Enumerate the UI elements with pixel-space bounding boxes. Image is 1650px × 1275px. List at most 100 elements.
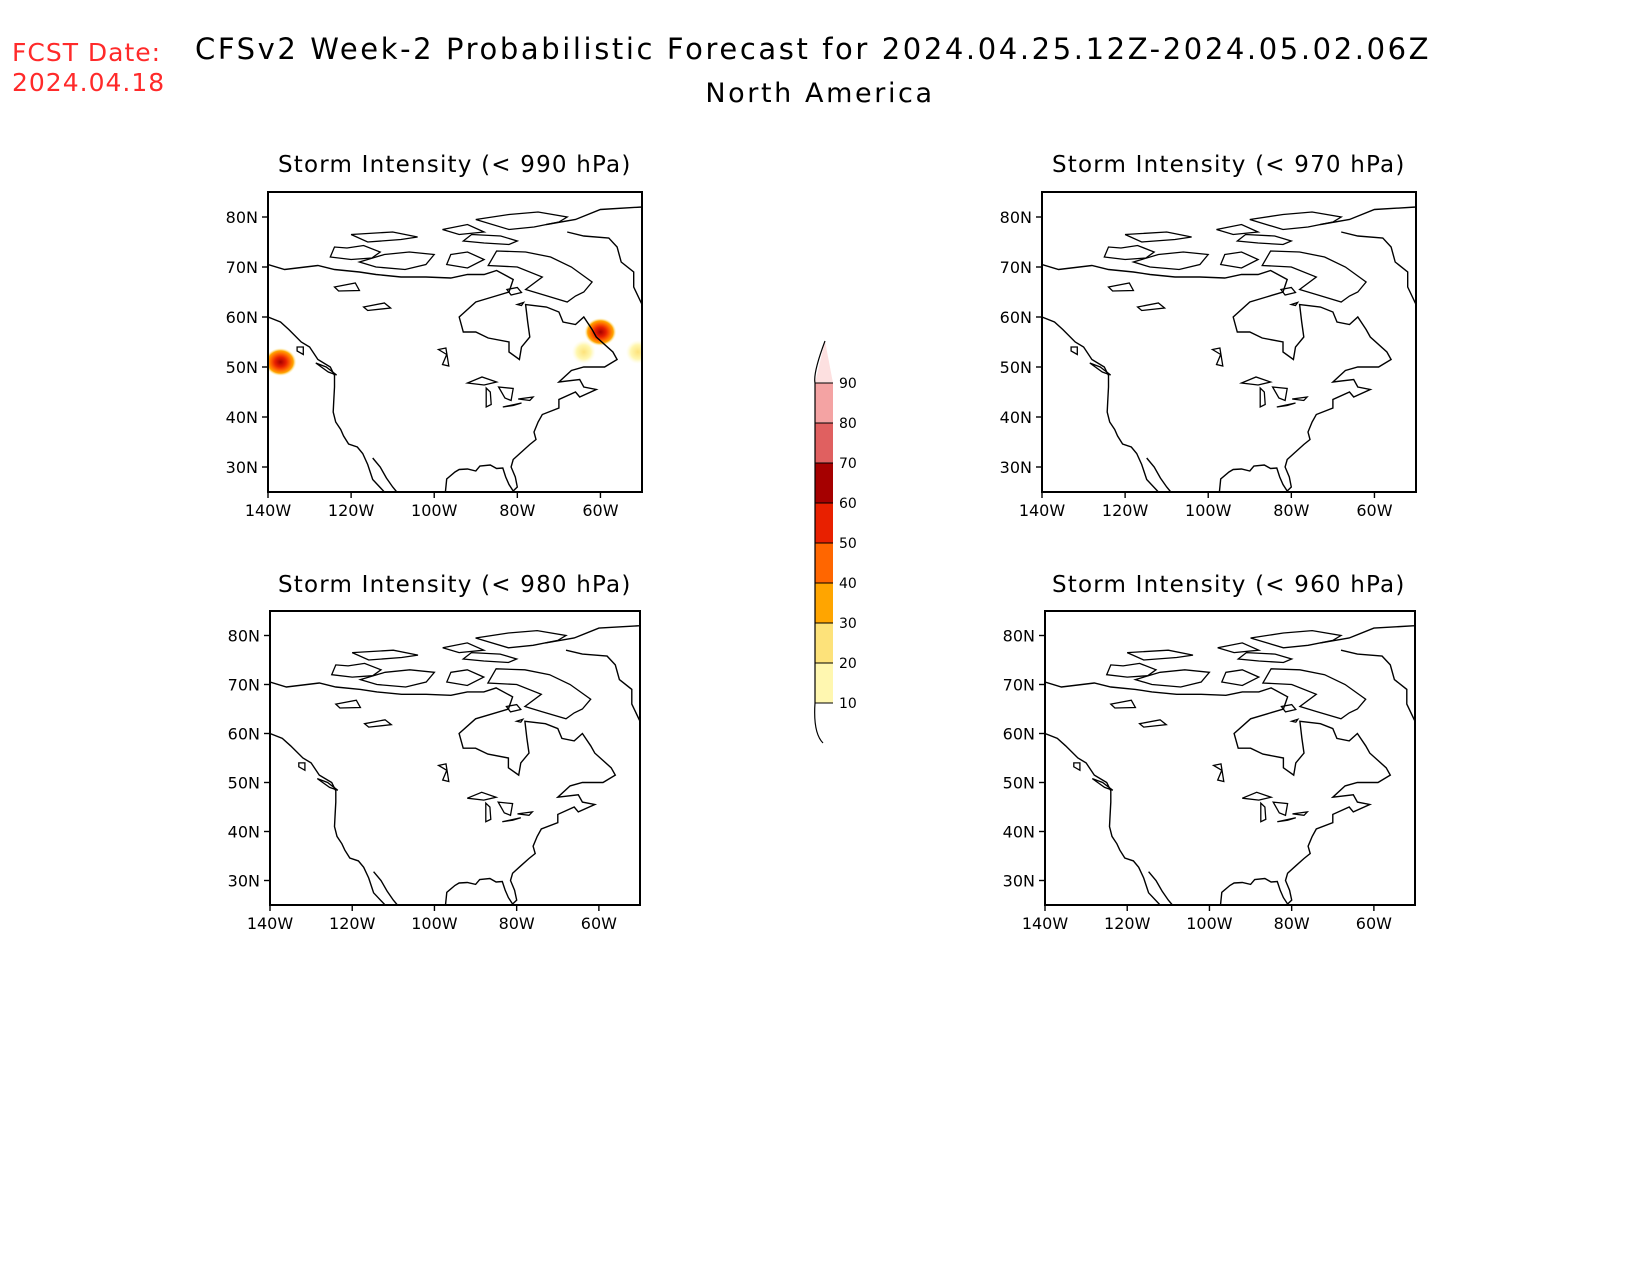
coastline (517, 811, 535, 816)
lat-tick-label: 50N (226, 358, 258, 377)
colorbar-label: 60 (839, 496, 857, 512)
lon-tick-label: 120W (1102, 501, 1149, 520)
coastline (1288, 301, 1300, 307)
lon-tick-label: 140W (247, 914, 294, 933)
coastline (1242, 791, 1274, 801)
coastline (502, 402, 522, 408)
coastline (334, 699, 362, 709)
coastline (1124, 231, 1192, 243)
coastline (487, 250, 594, 303)
lat-tick-label: 50N (1003, 774, 1035, 793)
lat-tick-label: 60N (1000, 308, 1032, 327)
coastline (1045, 681, 1392, 905)
panel-title-980: Storm Intensity (< 980 hPa) (278, 572, 632, 598)
map-panel-3: 80N 70N 60N 50N 40N 30N 140W 120W 100W 80W 60W (1003, 610, 1416, 933)
coastline (1260, 801, 1267, 823)
coastline (373, 871, 398, 905)
colorbar-label: 80 (839, 416, 857, 432)
probability-blob (571, 340, 596, 364)
lon-tick-label: 140W (1022, 914, 1069, 933)
lon-tick-label: 100W (1185, 501, 1232, 520)
coastline (1238, 376, 1273, 386)
lat-tick-label: 70N (228, 676, 260, 695)
lat-tick-label: 70N (226, 258, 258, 277)
lon-tick-label: 60W (1356, 501, 1392, 520)
coastline (1320, 624, 1415, 644)
coastline (1271, 386, 1288, 402)
coastline (1126, 649, 1194, 661)
coastline (1073, 762, 1081, 772)
coastline (316, 777, 339, 791)
coastline (1105, 662, 1158, 678)
coastline (461, 233, 520, 246)
coastline (1259, 386, 1266, 409)
colorbar-label: 40 (839, 576, 857, 592)
forecast-date-block: FCST Date: 2024.04.18 (12, 38, 165, 98)
lon-tick-label: 60W (582, 501, 618, 520)
coastline (315, 362, 337, 376)
coastline (1138, 719, 1168, 728)
page-title: CFSv2 Week-2 Probabilistic Forecast for … (195, 32, 1432, 66)
coastline (1216, 223, 1261, 236)
colorbar-label: 10 (839, 696, 857, 712)
coastline (1107, 282, 1135, 292)
coastline (497, 386, 514, 402)
colorbar-segment (815, 423, 833, 463)
lat-tick-label: 40N (226, 408, 258, 427)
probability-blob (584, 318, 617, 346)
coastline (1261, 250, 1368, 303)
coastline (442, 223, 487, 236)
lon-tick-label: 60W (581, 914, 617, 933)
coastline (545, 624, 640, 644)
coastline (1131, 251, 1210, 271)
coastline (1236, 651, 1294, 664)
coastline (445, 251, 486, 269)
lat-tick-label: 60N (228, 725, 260, 744)
coastline (505, 286, 523, 296)
coastline (475, 211, 570, 231)
coastline (464, 376, 499, 386)
lat-tick-label: 30N (1000, 458, 1032, 477)
forecast-date-value: 2024.04.18 (12, 68, 166, 97)
lat-tick-label: 60N (226, 308, 258, 327)
coastline (268, 263, 619, 492)
lon-tick-label: 80W (499, 501, 535, 520)
coastline (1042, 316, 1159, 492)
coastline (333, 282, 361, 292)
lon-tick-label: 80W (1274, 914, 1310, 933)
lon-tick-label: 140W (245, 501, 292, 520)
lat-tick-label: 70N (1000, 258, 1032, 277)
lat-tick-label: 30N (1003, 872, 1035, 891)
coastline (1220, 669, 1261, 687)
coastline (358, 669, 436, 688)
lat-tick-label: 80N (1000, 208, 1032, 227)
lat-tick-label: 40N (1000, 408, 1032, 427)
coastline (1280, 703, 1297, 713)
map-frame (267, 191, 643, 493)
coastline (485, 801, 492, 823)
colorbar-segment (815, 543, 833, 583)
coastline (436, 347, 450, 367)
coastline (1292, 811, 1310, 816)
map-frame (1044, 610, 1416, 906)
lon-tick-label: 120W (1104, 914, 1151, 933)
lat-tick-label: 80N (226, 208, 258, 227)
colorbar-segment (815, 583, 833, 623)
colorbar: 10 20 30 40 50 60 70 80 90 (814, 340, 857, 744)
coastline (1261, 668, 1367, 720)
coastline (565, 649, 640, 723)
coastline (1070, 346, 1078, 356)
lat-tick-label: 50N (228, 774, 260, 793)
coastline (1235, 233, 1294, 246)
probability-blob (625, 340, 642, 364)
coastline (467, 791, 499, 801)
lat-tick-label: 60N (1003, 725, 1035, 744)
lat-tick-label: 80N (1003, 627, 1035, 646)
forecast-date-label: FCST Date: (12, 38, 162, 67)
coastline (475, 629, 568, 649)
panel-title-970: Storm Intensity (< 970 hPa) (1052, 152, 1406, 178)
coastline (268, 316, 385, 492)
lon-tick-label: 100W (411, 914, 458, 933)
coastline (1211, 763, 1225, 783)
coastline (485, 386, 492, 409)
